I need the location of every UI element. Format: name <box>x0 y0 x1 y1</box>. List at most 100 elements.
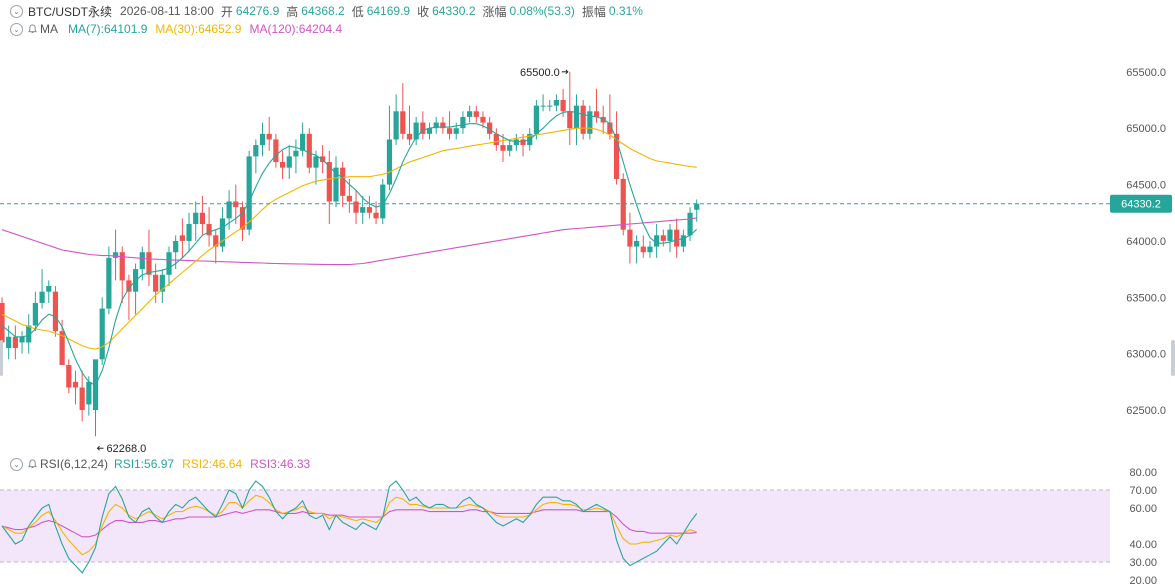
last-price-tag <box>1110 194 1172 213</box>
candle-body <box>460 116 466 129</box>
candle-body <box>674 229 680 247</box>
candle-body <box>607 122 613 134</box>
candle-body <box>19 336 25 343</box>
rsi-tick-label: 30.00 <box>1129 557 1157 569</box>
candle-body <box>667 229 673 241</box>
rsi-band <box>0 489 1110 563</box>
amplitude-label: 振幅 <box>581 4 606 19</box>
candle-body <box>360 207 366 213</box>
candle-body <box>500 145 506 151</box>
candle-body <box>680 235 686 247</box>
candle-body <box>406 133 413 140</box>
candle-body <box>72 381 79 388</box>
candle-body <box>694 203 700 210</box>
ma-collapse-chevron-icon[interactable]: ⌄ <box>10 22 23 36</box>
amplitude-value: 0.31% <box>608 4 643 18</box>
candle-body <box>507 145 513 151</box>
ma-name[interactable]: MA <box>40 22 58 36</box>
candle-body <box>300 133 306 151</box>
candle-body <box>39 291 45 303</box>
annotations: 64330.2 65500.0 62268.0 <box>0 67 1172 455</box>
close-label: 收 <box>417 4 430 19</box>
rsi-tick-label: 70.00 <box>1129 485 1157 497</box>
rsi-line-rsi1 <box>1 480 698 574</box>
candle-body <box>533 105 539 134</box>
candle-body <box>46 286 52 292</box>
open-label: 开 <box>220 4 233 19</box>
candle-body <box>106 257 112 309</box>
candle-body <box>119 252 125 281</box>
ma120-line <box>1 217 697 266</box>
candle-body <box>32 302 38 326</box>
low-label: 低 <box>351 4 364 19</box>
candle-body <box>573 105 580 129</box>
candle-body <box>366 207 372 213</box>
price-tick-label: 65500.0 <box>1126 67 1166 79</box>
candle-body <box>293 150 299 157</box>
candle-body <box>306 133 312 168</box>
candle-body <box>580 105 586 134</box>
rsi-collapse-chevron-icon[interactable]: ⌄ <box>10 457 23 471</box>
collapse-chevron-icon[interactable]: ⌄ <box>10 4 23 18</box>
rsi-tick-label: 80.00 <box>1129 467 1157 479</box>
bell-icon[interactable] <box>28 24 37 34</box>
candle-body <box>373 212 379 219</box>
left-scroll-handle[interactable] <box>0 340 3 376</box>
candle-body <box>400 111 406 134</box>
candle-body <box>186 224 192 241</box>
candle-body <box>266 133 272 140</box>
candle-body <box>213 235 219 247</box>
candle-body <box>126 280 132 292</box>
candle-body <box>179 235 185 241</box>
candle-body <box>79 387 85 411</box>
last-price-label: 64330.2 <box>1121 199 1161 211</box>
rsi-bell-icon[interactable] <box>28 459 37 469</box>
candle-body <box>547 105 553 107</box>
symbol-header: ⌄ BTC/USDT永续 2026-08-11 18:00 开 64276.9 … <box>0 2 650 20</box>
right-scroll-handle[interactable] <box>1171 340 1175 376</box>
rsi3-value: RSI3:46.33 <box>250 457 311 471</box>
candle-body <box>433 122 439 129</box>
candle-body <box>393 111 399 140</box>
candle-body <box>446 128 453 134</box>
price-tick-label: 64000.0 <box>1126 236 1166 248</box>
candle-body <box>52 291 59 332</box>
high-arrow-head <box>565 69 569 75</box>
symbol-name[interactable]: BTC/USDT永续 <box>28 4 113 19</box>
candle-body <box>313 156 319 168</box>
price-tick-label: 62500.0 <box>1126 405 1166 417</box>
candle-body <box>420 122 426 134</box>
candle-body <box>99 308 105 360</box>
candle-body <box>426 128 433 134</box>
candle-body <box>487 122 493 134</box>
candle-body <box>453 128 459 134</box>
candle-body <box>620 178 626 230</box>
ma-legend: ⌄ MA MA(7):64101.9 MA(30):64652.9 MA(120… <box>0 20 342 38</box>
ma30-value: MA(30):64652.9 <box>155 22 242 36</box>
candle-body <box>199 212 205 225</box>
high-label: 高 <box>286 4 299 19</box>
candle-body <box>253 145 259 157</box>
candle-body <box>66 364 72 388</box>
candle-body <box>219 218 226 247</box>
ma7-value: MA(7):64101.9 <box>68 22 148 36</box>
rsi-lines <box>1 480 698 574</box>
candle-body <box>333 167 339 202</box>
rsi-overbought-oversold-band <box>0 490 1110 562</box>
candle-body <box>12 336 18 349</box>
candle-body <box>553 100 560 106</box>
candle-body <box>6 336 12 349</box>
low-arrow-head <box>96 445 100 451</box>
candle-body <box>654 235 660 247</box>
candle-body <box>627 229 633 247</box>
candle-body <box>587 111 593 134</box>
candle-body <box>386 139 393 185</box>
candle-body <box>440 122 446 129</box>
change-value: 0.08%(53.3) <box>509 4 575 18</box>
price-tick-label: 63000.0 <box>1126 349 1166 361</box>
candle-body <box>634 240 640 247</box>
rsi2-value: RSI2:46.64 <box>182 457 243 471</box>
candle-body <box>173 240 179 253</box>
rsi-name[interactable]: RSI(6,12,24) <box>40 457 109 471</box>
